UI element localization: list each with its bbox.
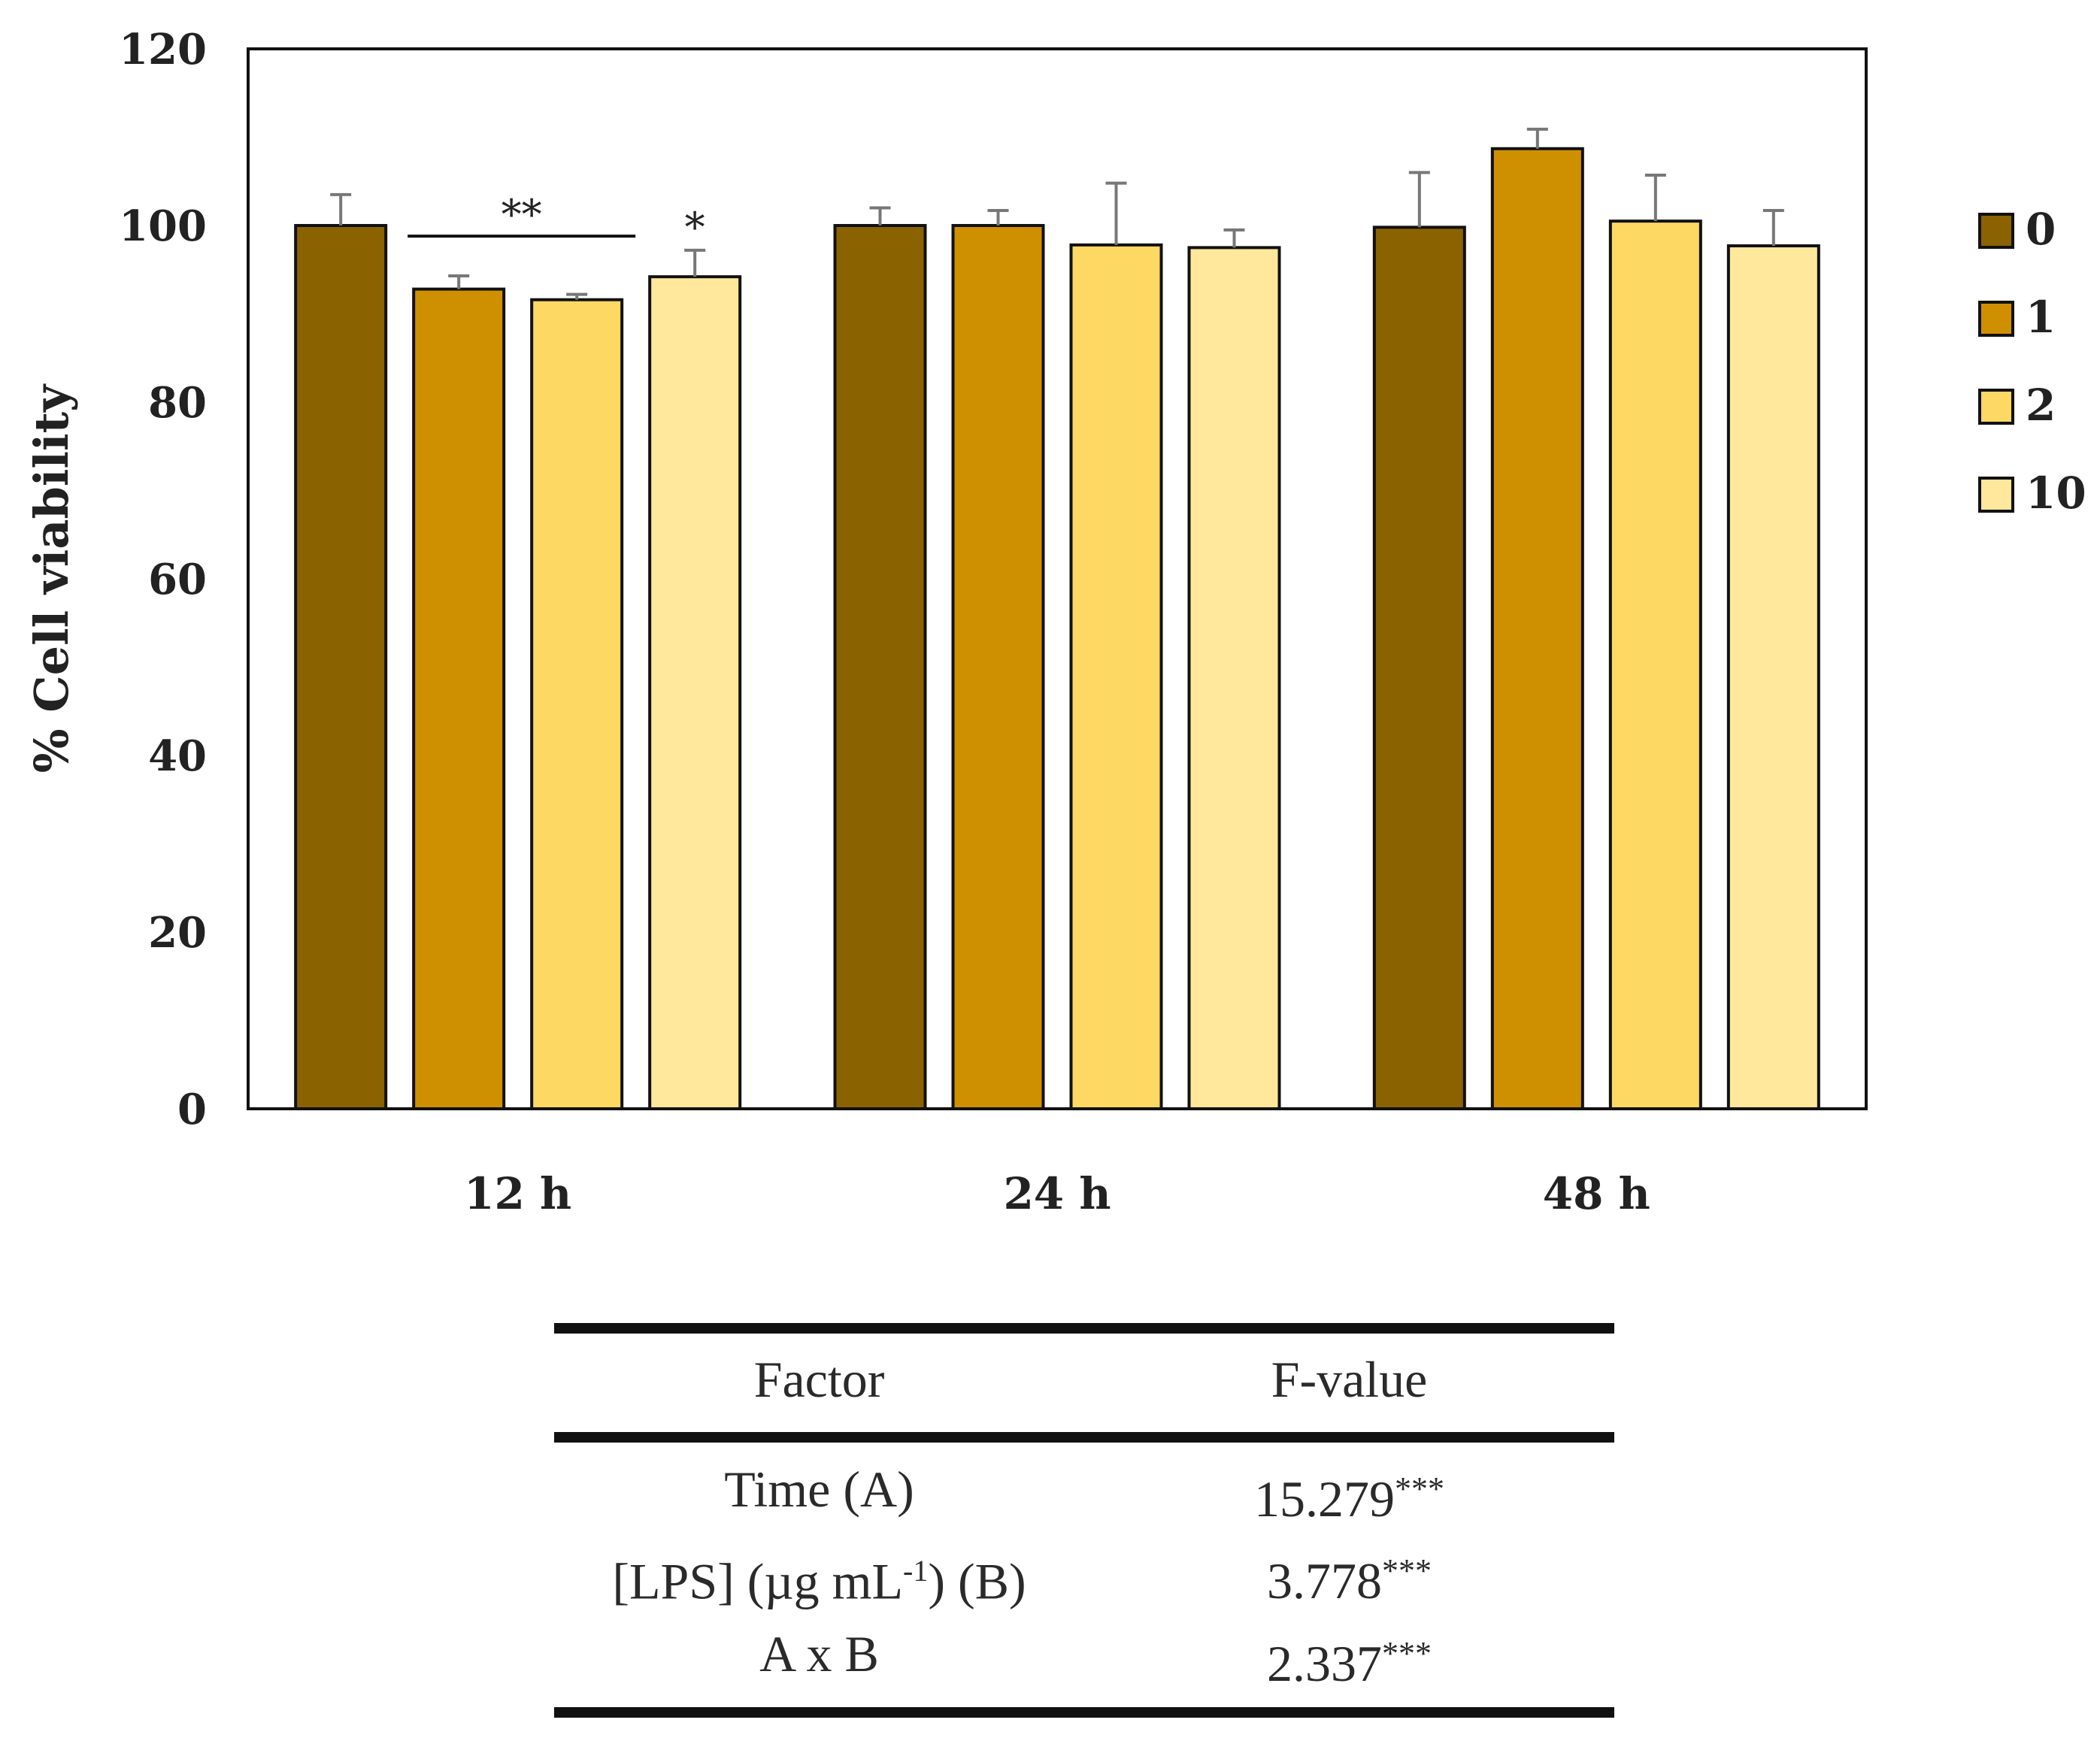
y-tick-label: 120 xyxy=(119,25,207,74)
y-tick-label: 0 xyxy=(177,1085,207,1134)
bar-24h-series-2 xyxy=(1069,243,1163,1111)
legend: 0 1 2 10 xyxy=(1978,204,2086,519)
legend-swatch-0 xyxy=(1978,213,2014,249)
y-tick-label: 80 xyxy=(148,378,207,428)
factor-prefix: [LPS] (µg mL xyxy=(612,1552,904,1610)
x-tick-label: 12 h xyxy=(464,1168,571,1219)
legend-swatch-1 xyxy=(1978,301,2014,337)
table-header-row: Factor F-value xyxy=(554,1334,1614,1432)
fvalue-number: 15.279 xyxy=(1254,1470,1395,1527)
bar-12h-series-1 xyxy=(412,287,506,1111)
row-factor: A x B xyxy=(759,1624,879,1682)
fvalue-number: 2.337 xyxy=(1267,1634,1382,1692)
table-row: Time (A) 15.279*** xyxy=(554,1443,1614,1535)
y-tick-label: 20 xyxy=(148,908,207,958)
legend-label-1: 1 xyxy=(2026,292,2056,343)
y-axis-ticks: 0 20 40 60 80 100 120 xyxy=(119,25,207,1134)
header-factor: Factor xyxy=(753,1351,885,1408)
table-row: [LPS] (µg mL-1) (B) 3.778*** xyxy=(554,1535,1614,1618)
error-bars-group xyxy=(330,127,1784,300)
bar-24h-series-1 xyxy=(951,224,1045,1110)
plot-area-frame xyxy=(247,47,1868,1110)
bar-24h-series-10 xyxy=(1187,246,1281,1110)
significance-stars: *** xyxy=(1382,1552,1432,1589)
bar-48h-series-1 xyxy=(1490,147,1584,1110)
bar-48h-series-10 xyxy=(1726,244,1820,1110)
bar-12h-series-10 xyxy=(648,275,742,1110)
significance-stars: *** xyxy=(1382,1634,1432,1672)
significance-annotations: ** * xyxy=(408,191,705,251)
y-tick-label: 40 xyxy=(148,731,207,781)
row-factor: Time (A) xyxy=(724,1461,914,1518)
x-tick-label: 24 h xyxy=(1003,1168,1111,1219)
bar-12h-series-0 xyxy=(294,224,388,1110)
x-axis-labels: 12 h 24 h 48 h xyxy=(464,1168,1650,1219)
legend-swatch-10 xyxy=(1978,477,2014,513)
x-tick-label: 48 h xyxy=(1543,1168,1650,1219)
bar-12h-series-2 xyxy=(530,298,624,1111)
table-top-rule xyxy=(554,1323,1614,1334)
bars-group xyxy=(294,147,1820,1111)
row-fvalue: 3.778*** xyxy=(1084,1535,1614,1618)
table-bottom-rule xyxy=(554,1706,1614,1718)
legend-label-2: 2 xyxy=(2026,380,2056,431)
table-header-rule xyxy=(554,1432,1614,1443)
bar-24h-series-0 xyxy=(833,224,927,1110)
y-axis-title: % Cell viability xyxy=(24,383,79,773)
header-fvalue: F-value xyxy=(1271,1351,1428,1408)
legend-label-10: 10 xyxy=(2026,468,2086,519)
fvalue-number: 3.778 xyxy=(1267,1552,1382,1609)
legend-label-0: 0 xyxy=(2026,204,2056,255)
row-fvalue: 15.279*** xyxy=(1084,1453,1614,1535)
bar-48h-series-2 xyxy=(1608,220,1702,1110)
significance-label: * xyxy=(685,204,705,251)
row-factor: [LPS] (µg mL-1) (B) xyxy=(554,1535,1084,1618)
significance-label: ** xyxy=(502,191,542,238)
table-row: A x B 2.337*** xyxy=(554,1618,1614,1707)
factor-superscript: -1 xyxy=(903,1554,929,1588)
row-fvalue: 2.337*** xyxy=(1084,1618,1614,1700)
legend-swatch-2 xyxy=(1978,389,2014,425)
factor-suffix: ) (B) xyxy=(928,1552,1026,1610)
y-tick-label: 60 xyxy=(148,555,207,604)
bar-48h-series-0 xyxy=(1372,226,1466,1111)
y-tick-label: 100 xyxy=(119,201,207,251)
anova-table: Factor F-value Time (A) 15.279*** [LPS] … xyxy=(554,1323,1614,1718)
significance-stars: *** xyxy=(1395,1470,1444,1507)
